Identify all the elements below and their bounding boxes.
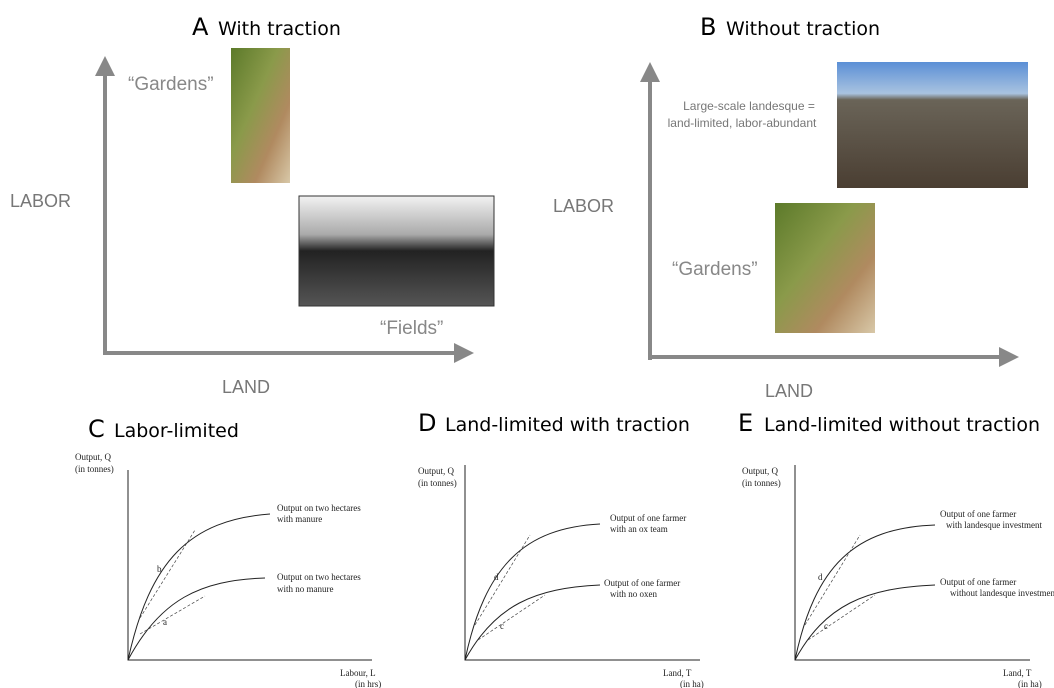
y-label: Output, Q bbox=[75, 452, 112, 462]
photo-label: Large-scale landesque = bbox=[683, 99, 815, 113]
y-label: (in tonnes) bbox=[418, 478, 457, 488]
curve-label: with manure bbox=[277, 514, 322, 524]
curve-label: with landesque investment bbox=[946, 520, 1042, 530]
x-label: (in hrs) bbox=[355, 679, 381, 688]
photo-label: land-limited, labor-abundant bbox=[668, 116, 817, 130]
x-label: LAND bbox=[765, 381, 813, 401]
tangent bbox=[139, 529, 196, 619]
x-label: Labour, L bbox=[340, 668, 376, 678]
panel-letter: C bbox=[88, 415, 105, 443]
x-label: LAND bbox=[222, 377, 270, 397]
panel-title: With traction bbox=[218, 18, 341, 40]
panel-letter: E bbox=[738, 409, 753, 437]
y-label: (in tonnes) bbox=[742, 478, 781, 488]
y-label: Output, Q bbox=[742, 466, 779, 476]
y-label: Output, Q bbox=[418, 466, 455, 476]
panel-letter: B bbox=[700, 13, 716, 41]
axes bbox=[794, 465, 1030, 661]
x-label: Land, T bbox=[1003, 668, 1032, 678]
curve-label: Output of one farmer bbox=[604, 578, 680, 588]
curve-label: Output of one farmer bbox=[940, 509, 1016, 519]
curve-label: with no manure bbox=[277, 584, 334, 594]
tangent bbox=[474, 534, 531, 626]
curve-label: Output of one farmer bbox=[940, 577, 1016, 587]
curve-label: Output of one farmer bbox=[610, 513, 686, 523]
photo bbox=[298, 195, 495, 307]
tangent bbox=[139, 595, 206, 635]
photo-label: “Gardens” bbox=[128, 74, 214, 95]
photo bbox=[231, 48, 290, 183]
photo bbox=[775, 203, 875, 333]
tangent bbox=[807, 594, 876, 641]
panel-title: Land-limited without traction bbox=[764, 414, 1040, 436]
photo-label: “Fields” bbox=[380, 318, 443, 339]
y-label: (in tonnes) bbox=[75, 464, 114, 474]
curve-label: with no oxen bbox=[610, 589, 657, 599]
x-label: Land, T bbox=[663, 668, 692, 678]
point-label: d bbox=[494, 572, 499, 582]
panel-title: Land-limited with traction bbox=[445, 414, 690, 436]
point-label: d bbox=[818, 572, 823, 582]
point-label: c bbox=[500, 621, 504, 631]
point-label: a bbox=[163, 617, 167, 627]
photo-label: “Gardens” bbox=[672, 259, 758, 280]
axes bbox=[127, 470, 372, 661]
y-label: LABOR bbox=[10, 191, 71, 211]
panel-title: Without traction bbox=[726, 18, 880, 40]
panel-letter: D bbox=[418, 409, 436, 437]
photo bbox=[837, 62, 1028, 188]
point-label: c bbox=[824, 621, 828, 631]
curve bbox=[794, 584, 936, 661]
panel-title: Labor-limited bbox=[114, 420, 239, 442]
curve bbox=[127, 577, 266, 661]
curve-label: without landesque investment bbox=[950, 588, 1054, 598]
curve bbox=[794, 524, 936, 661]
tangent bbox=[804, 534, 861, 626]
curve bbox=[127, 513, 271, 661]
y-label: LABOR bbox=[553, 196, 614, 216]
curve-label: Output on two hectares bbox=[277, 503, 361, 513]
x-label: (in ha) bbox=[680, 679, 704, 688]
panel-letter: A bbox=[192, 13, 209, 41]
tangent bbox=[477, 594, 546, 641]
x-label: (in ha) bbox=[1018, 679, 1042, 688]
curve-label: Output on two hectares bbox=[277, 572, 361, 582]
point-label: b bbox=[157, 564, 162, 574]
curve bbox=[464, 584, 601, 661]
curve-label: with an ox team bbox=[610, 524, 668, 534]
curve bbox=[464, 523, 601, 661]
